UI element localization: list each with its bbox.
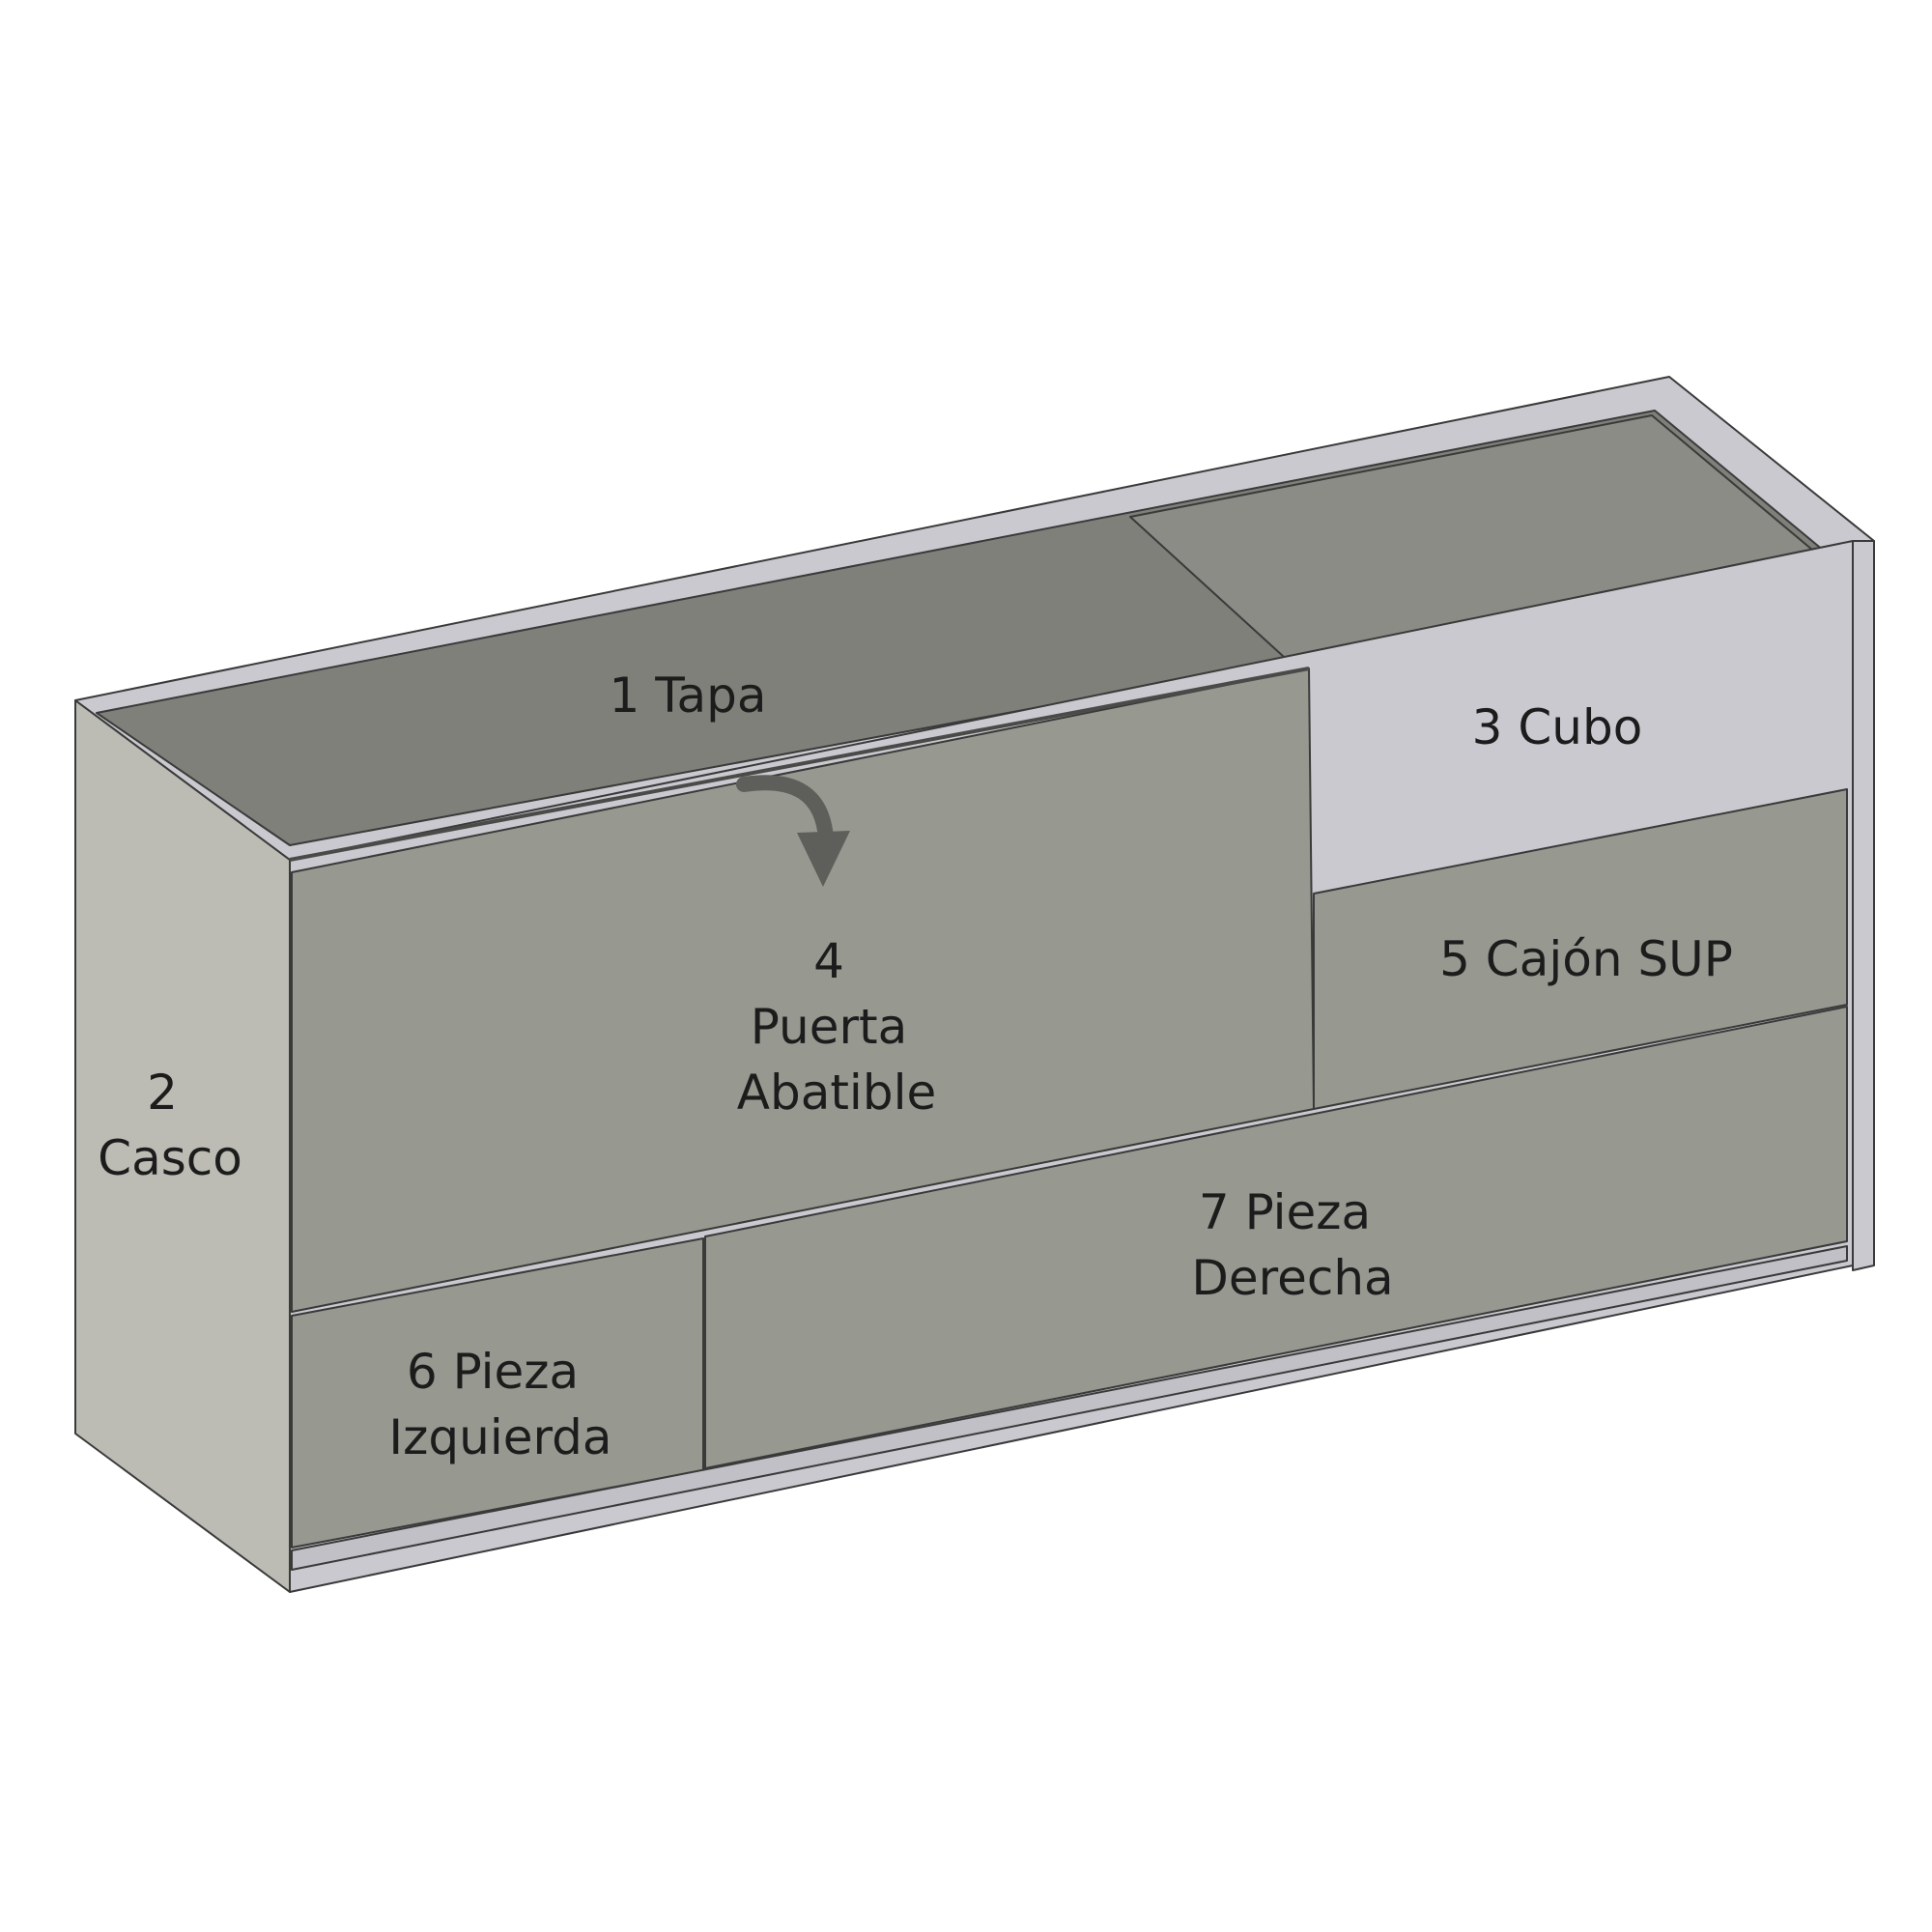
- label-casco: 2 Casco: [98, 1065, 242, 1186]
- cajon-sup-panel: [1313, 788, 1848, 1110]
- open-arrow-icon: [736, 775, 834, 846]
- label-puerta-abatible: 4 Puerta Abatible: [737, 933, 936, 1121]
- pieza-derecha-panel: [704, 1006, 1848, 1469]
- label-cajon-sup: 5 Cajón SUP: [1439, 931, 1733, 987]
- tapa-front-edge: [289, 667, 1310, 862]
- label-pieza-izquierda: 6 Pieza Izquierda: [388, 1344, 611, 1465]
- casco-right-edge: [1852, 540, 1875, 1271]
- casco-bottom-strip: [291, 1245, 1848, 1571]
- open-arrow-head: [797, 831, 850, 887]
- label-cubo: 3 Cubo: [1472, 699, 1643, 755]
- label-tapa: 1 Tapa: [610, 668, 767, 724]
- label-pieza-derecha: 7 Pieza Derecha: [1191, 1184, 1393, 1306]
